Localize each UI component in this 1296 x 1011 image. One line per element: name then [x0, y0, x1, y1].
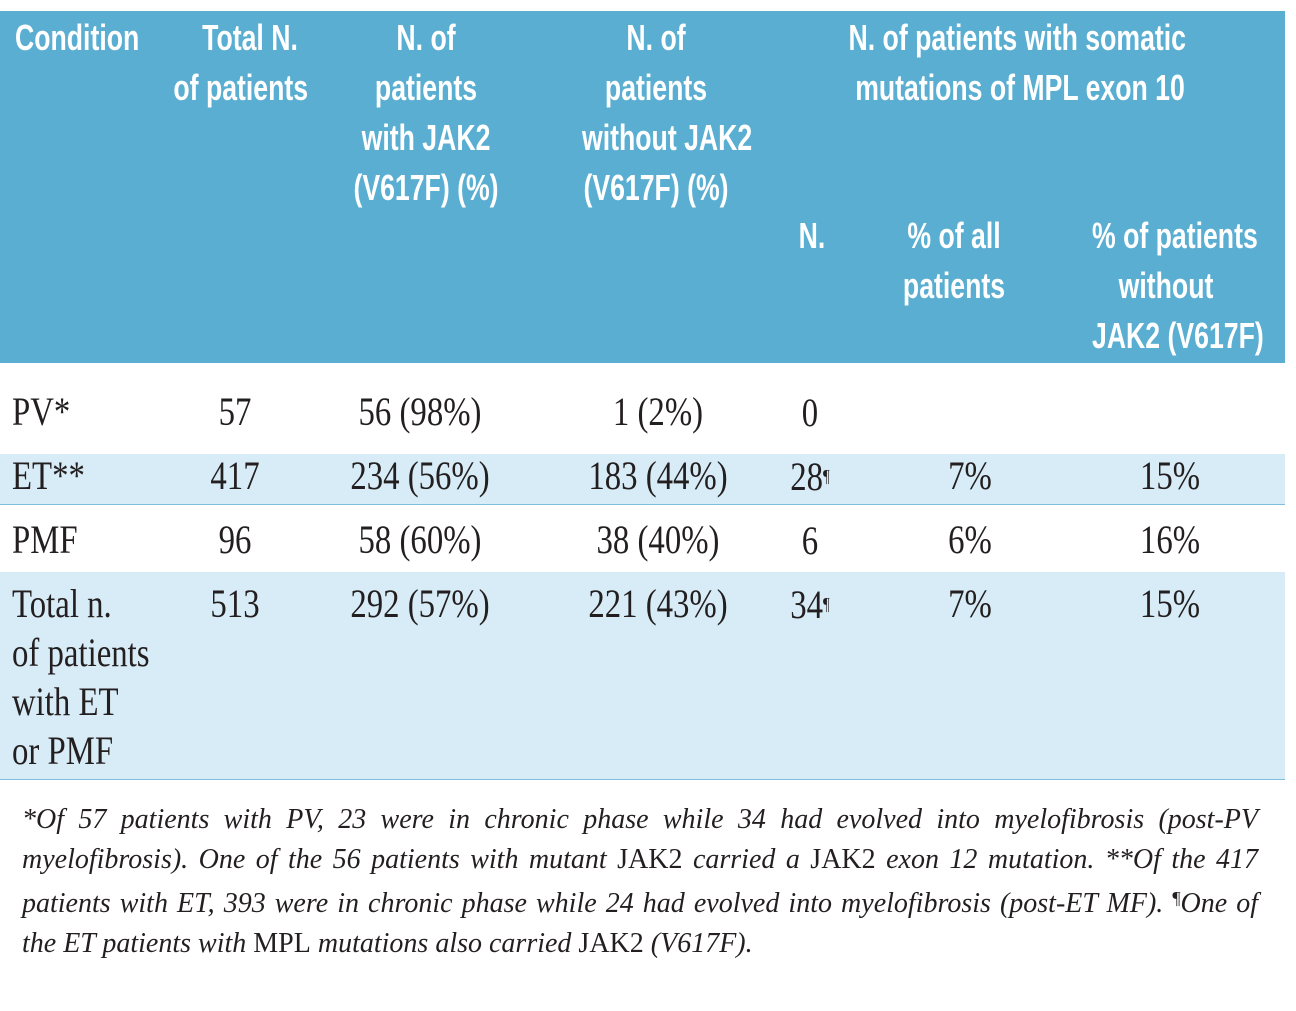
header-without-jak2-line3: without JAK2 — [582, 117, 753, 158]
cell-with-jak2: 234 (56%) — [350, 453, 490, 498]
cell-pct-all: 7% — [948, 453, 992, 498]
table-header — [0, 11, 1285, 363]
cell-without-jak2: 221 (43%) — [588, 581, 728, 626]
cell-pct-without: 16% — [1139, 517, 1201, 562]
header-total-line1: Total N. — [202, 17, 298, 58]
header-condition: Condition — [15, 17, 140, 58]
header-without-jak2-line1: N. of — [626, 17, 686, 58]
cell-condition: or PMF — [12, 728, 114, 773]
cell-pct-all: 6% — [948, 517, 992, 562]
cell-condition: of patients — [12, 630, 150, 675]
cell-pct-without: 15% — [1139, 581, 1201, 626]
cell-without-jak2: 1 (2%) — [612, 389, 704, 434]
header-pct-without-line2: without — [1118, 265, 1214, 306]
cell-mpl-n: 28¶ — [790, 454, 830, 499]
header-mpl-n: N. — [798, 215, 826, 256]
cell-mpl-n: 6 — [801, 518, 819, 563]
header-without-jak2-line4: (V617F) (%) — [583, 167, 729, 208]
cell-with-jak2: 58 (60%) — [358, 517, 482, 562]
header-total-line2: of patients — [173, 67, 309, 108]
header-with-jak2-line3: with JAK2 — [361, 117, 491, 158]
cell-condition: PMF — [12, 517, 78, 562]
cell-mpl-n: 0 — [801, 390, 819, 435]
cell-with-jak2: 56 (98%) — [358, 389, 482, 434]
header-pct-all-line1: % of all — [907, 215, 1001, 256]
cell-pct-all: 7% — [948, 581, 992, 626]
table-row-shade-et — [0, 454, 1285, 505]
cell-total: 57 — [218, 389, 252, 434]
cell-pct-without: 15% — [1139, 453, 1201, 498]
header-mpl-group-line2: mutations of MPL exon 10 — [855, 67, 1185, 108]
cell-condition: ET** — [12, 453, 85, 498]
header-with-jak2-line1: N. of — [396, 17, 456, 58]
header-mpl-group-line1: N. of patients with somatic — [848, 17, 1186, 58]
table-footnote: *Of 57 patients with PV, 23 were in chro… — [22, 804, 1259, 959]
cell-without-jak2: 183 (44%) — [588, 453, 728, 498]
cell-with-jak2: 292 (57%) — [350, 581, 490, 626]
header-without-jak2-line2: patients — [604, 67, 708, 108]
cell-total: 96 — [218, 517, 252, 562]
cell-mpl-n: 34¶ — [790, 582, 830, 627]
table-row-shade-total — [0, 572, 1285, 780]
cell-condition: Total n. — [12, 581, 112, 626]
header-pct-without-line1: % of patients — [1092, 215, 1258, 256]
cell-without-jak2: 38 (40%) — [596, 517, 720, 562]
header-pct-all-line2: patients — [902, 265, 1006, 306]
cell-condition: with ET — [12, 679, 119, 724]
cell-condition: PV* — [12, 389, 71, 434]
cell-total: 513 — [210, 581, 260, 626]
header-with-jak2-line4: (V617F) (%) — [353, 167, 499, 208]
cell-total: 417 — [210, 453, 260, 498]
header-pct-without-line3: JAK2 (V617F) — [1092, 315, 1264, 356]
header-with-jak2-line2: patients — [374, 67, 478, 108]
